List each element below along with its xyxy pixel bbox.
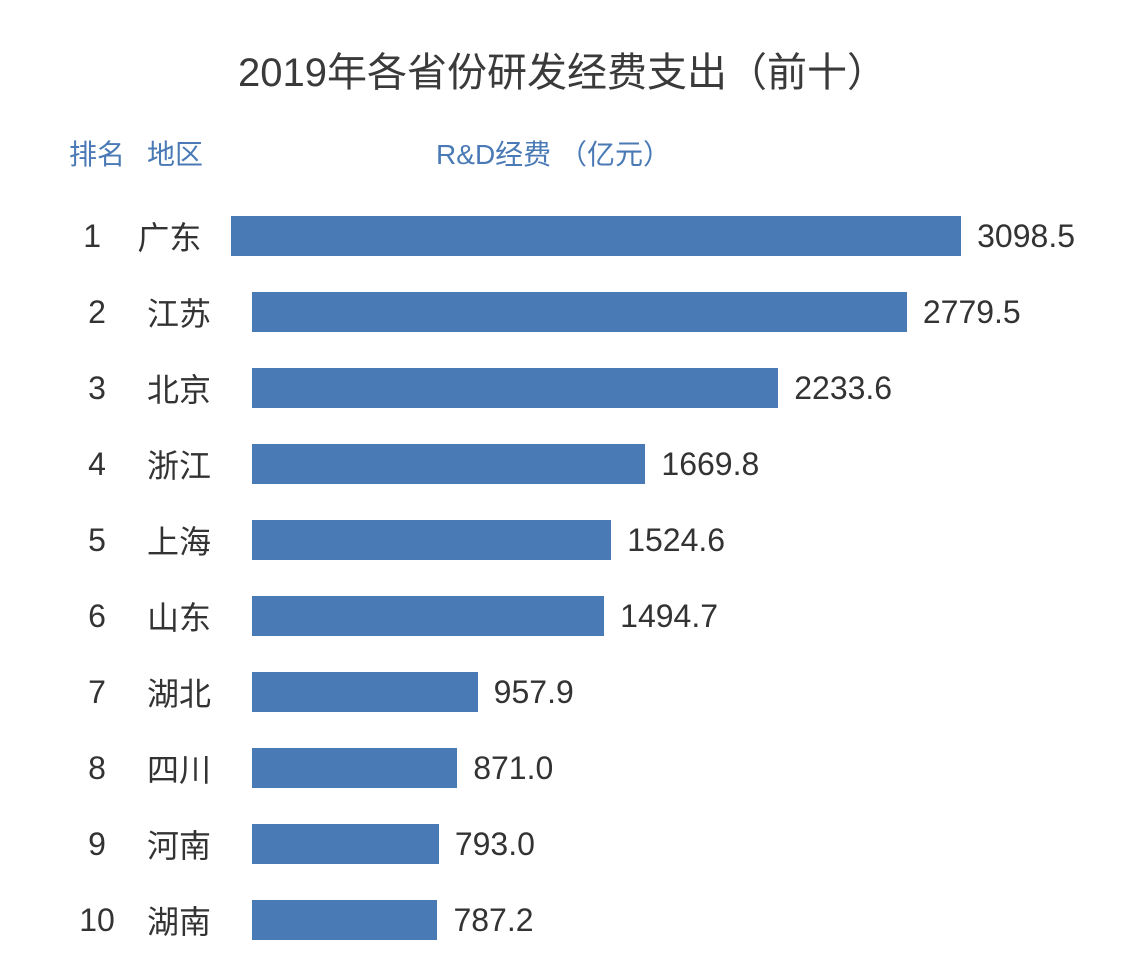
header-rank: 排名 (52, 133, 142, 173)
header-region: 地区 (142, 133, 252, 173)
bar (252, 824, 439, 864)
bar-cell: 793.0 (252, 824, 1075, 864)
bar (252, 596, 604, 636)
value-label: 793.0 (455, 826, 535, 863)
region-cell: 山东 (142, 593, 252, 639)
region-cell: 北京 (142, 365, 252, 411)
bar-cell: 2233.6 (252, 368, 1075, 408)
value-label: 2779.5 (923, 294, 1021, 331)
rank-cell: 1 (52, 218, 132, 255)
rank-cell: 7 (52, 674, 142, 711)
bar (252, 748, 457, 788)
rank-cell: 2 (52, 294, 142, 331)
rank-cell: 3 (52, 370, 142, 407)
value-label: 957.9 (494, 674, 574, 711)
column-headers: 排名 地区 R&D经费 （亿元） (0, 133, 1125, 173)
table-row: 5上海 1524.6 (52, 502, 1075, 578)
table-row: 1广东 3098.5 (52, 198, 1075, 274)
region-cell: 四川 (142, 745, 252, 791)
value-label: 3098.5 (977, 218, 1075, 255)
region-cell: 上海 (142, 517, 252, 563)
bar-cell: 2779.5 (252, 292, 1075, 332)
bar-cell: 1524.6 (252, 520, 1075, 560)
rank-cell: 4 (52, 446, 142, 483)
bar-cell: 957.9 (252, 672, 1075, 712)
value-label: 1669.8 (661, 446, 759, 483)
bar (252, 900, 437, 940)
bar-cell: 787.2 (252, 900, 1075, 940)
bar (252, 292, 907, 332)
value-label: 871.0 (473, 750, 553, 787)
table-row: 4浙江 1669.8 (52, 426, 1075, 502)
chart-title: 2019年各省份研发经费支出（前十） (0, 0, 1125, 133)
region-cell: 广东 (132, 213, 231, 259)
value-label: 1494.7 (620, 598, 718, 635)
bar-cell: 871.0 (252, 748, 1075, 788)
bar (252, 444, 645, 484)
table-row: 3北京 2233.6 (52, 350, 1075, 426)
value-label: 1524.6 (627, 522, 725, 559)
rank-cell: 6 (52, 598, 142, 635)
rank-cell: 5 (52, 522, 142, 559)
rank-cell: 8 (52, 750, 142, 787)
region-cell: 湖南 (142, 897, 252, 943)
bar (252, 368, 778, 408)
bar-cell: 1669.8 (252, 444, 1075, 484)
bar (252, 520, 611, 560)
rank-cell: 10 (52, 902, 142, 939)
region-cell: 河南 (142, 821, 252, 867)
bar-cell: 3098.5 (231, 216, 1075, 256)
rank-cell: 9 (52, 826, 142, 863)
table-row: 9河南 793.0 (52, 806, 1075, 882)
region-cell: 湖北 (142, 669, 252, 715)
bar-cell: 1494.7 (252, 596, 1075, 636)
table-row: 8四川 871.0 (52, 730, 1075, 806)
table-row: 2江苏 2779.5 (52, 274, 1075, 350)
header-metric: R&D经费 （亿元） (252, 133, 1125, 173)
bar (231, 216, 961, 256)
chart-rows: 1广东 3098.5 2江苏 2779.5 3北京 2233.6 4浙江 1669.8 5上海 1… (0, 198, 1125, 958)
region-cell: 江苏 (142, 289, 252, 335)
table-row: 7湖北 957.9 (52, 654, 1075, 730)
value-label: 2233.6 (794, 370, 892, 407)
value-label: 787.2 (453, 902, 533, 939)
table-row: 10湖南 787.2 (52, 882, 1075, 958)
region-cell: 浙江 (142, 441, 252, 487)
bar (252, 672, 478, 712)
table-row: 6山东 1494.7 (52, 578, 1075, 654)
